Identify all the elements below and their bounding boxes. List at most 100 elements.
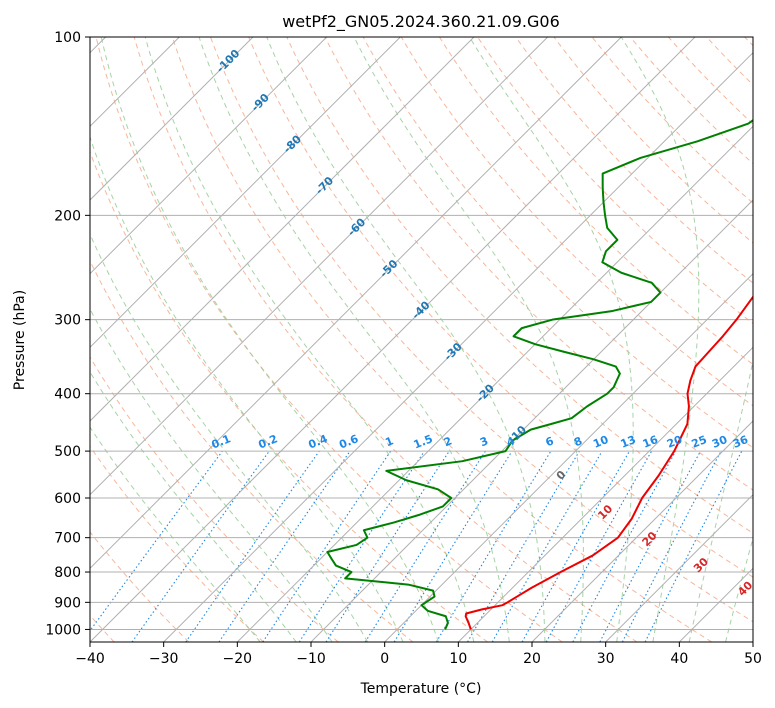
dry-adiabat-22 [668, 37, 753, 125]
x-tick-label-0: −40 [75, 651, 105, 667]
y-tick-label-6: 400 [54, 387, 81, 403]
x-axis-title: Temperature (°C) [360, 681, 482, 697]
x-tick-label-5: 10 [449, 651, 467, 667]
dry-adiabat-3 [90, 445, 264, 642]
dewpoint-line [326, 119, 753, 630]
x-tick-label-1: −30 [149, 651, 179, 667]
y-tick-label-4: 600 [54, 491, 81, 507]
isotherm-20 [678, 567, 753, 642]
mixing-ratio-line-10 [467, 450, 580, 642]
isotherm-11 [90, 37, 622, 570]
x-axis: −40 −30 −20 −10 0 10 20 30 40 50 [75, 642, 762, 667]
moist-adiabat-label-4: 40 [735, 579, 755, 599]
y-tick-label-9: 100 [54, 30, 81, 46]
mixing-ratio-line-2 [185, 450, 320, 642]
x-tick-label-2: −20 [223, 651, 253, 667]
mixing-ratio-line-4 [262, 450, 392, 642]
mixing-ratio-label-7: 3 [478, 434, 490, 449]
dry-adiabat-19 [553, 37, 753, 244]
y-tick-label-7: 300 [54, 313, 81, 329]
isotherm-6 [90, 37, 254, 201]
isotherm-17 [457, 346, 753, 642]
x-tick-label-8: 40 [670, 651, 688, 667]
isotherm-9 [90, 37, 475, 422]
moist-adiabat-10 [469, 37, 634, 642]
mixing-ratio-label-0: 0.1 [210, 432, 233, 451]
mixing-ratio-label-11: 10 [591, 433, 610, 451]
series-lines [326, 119, 753, 630]
chart-title: wetPf2_GN05.2024.360.21.09.G06 [282, 12, 560, 32]
isotherm-14 [236, 125, 753, 642]
moist-adiabat-3 [90, 233, 369, 642]
mixing-ratio-label-2: 0.4 [306, 432, 329, 451]
y-tick-label-8: 200 [54, 208, 81, 224]
dry-adiabat-23 [706, 37, 753, 86]
isotherm-15 [310, 199, 753, 642]
mixing-ratio-line-12 [521, 450, 630, 642]
dry-adiabat-20 [591, 37, 753, 204]
y-tick-label-2: 800 [54, 565, 81, 581]
dry-adiabat-12 [286, 37, 753, 534]
mixing-ratio-line-3 [218, 450, 351, 642]
y-axis: 1000 900 800 700 600 500 400 300 200 100 [45, 30, 90, 638]
mixing-ratio-label-17: 36 [731, 433, 750, 451]
dry-adiabat-4 [90, 356, 339, 642]
mixing-ratio-line-7 [364, 450, 486, 642]
grid-lines [90, 37, 753, 642]
moist-adiabat-2 [90, 308, 333, 642]
moist-adiabat-1 [90, 370, 297, 642]
mixing-ratio-line-11 [491, 450, 603, 642]
isotherm-16 [384, 272, 753, 642]
y-tick-label-0: 1000 [45, 622, 81, 638]
mixing-ratio-label-16: 30 [710, 433, 729, 451]
moist-adiabat-label-0: 0 [554, 468, 569, 483]
isotherm-10 [90, 37, 549, 496]
isotherm-8 [90, 37, 401, 349]
moist-adiabat-5 [100, 37, 439, 642]
mixing-ratio-line-1 [131, 450, 270, 642]
dry-adiabat-7 [95, 37, 563, 642]
mixing-ratio-label-13: 16 [641, 433, 660, 451]
dry-adiabat-13 [324, 37, 753, 491]
moist-adiabat-0 [90, 426, 261, 642]
mixing-ratio-line-14 [572, 450, 677, 642]
mixing-ratio-line-8 [393, 450, 513, 642]
mixing-ratio-label-14: 20 [665, 433, 684, 451]
mixing-ratio-label-12: 13 [619, 433, 638, 451]
x-tick-label-7: 30 [597, 651, 615, 667]
x-tick-label-4: 0 [380, 651, 389, 667]
dry-adiabat-2 [90, 531, 190, 642]
mixing-ratio-label-6: 2 [442, 434, 454, 449]
x-tick-label-6: 20 [523, 651, 541, 667]
moist-adiabat-13 [725, 536, 753, 642]
y-tick-label-1: 900 [54, 595, 81, 611]
x-tick-label-3: −10 [296, 651, 326, 667]
isotherm-12 [90, 37, 696, 642]
moist-adiabat-9 [353, 37, 584, 642]
moist-adiabat-12 [688, 358, 753, 642]
mixing-ratio-label-10: 8 [572, 434, 584, 449]
isotherm-21 [752, 641, 753, 642]
plot-frame [89, 36, 754, 643]
temperature-line [464, 295, 753, 630]
dry-adiabat-15 [400, 37, 753, 407]
mixing-ratio-line-6 [325, 450, 450, 642]
isotherm-13 [163, 51, 753, 642]
x-tick-label-9: 50 [744, 651, 762, 667]
moist-adiabat-6 [144, 37, 475, 642]
dry-adiabat-5 [90, 259, 414, 642]
isotherm-19 [605, 493, 753, 642]
dry-adiabat-8 [133, 37, 638, 642]
y-tick-label-5: 500 [54, 444, 81, 460]
isotherm-18 [531, 420, 753, 642]
isotherm-7 [90, 37, 328, 275]
y-tick-label-3: 700 [54, 531, 81, 547]
mixing-ratio-label-9: 6 [544, 434, 556, 449]
mixing-ratio-line-9 [435, 450, 552, 642]
mixing-ratio-line-0 [90, 450, 223, 632]
background-lines [90, 37, 753, 642]
moist-adiabat-4 [90, 135, 404, 642]
dry-adiabat-6 [90, 150, 488, 642]
mixing-ratio-label-4: 1 [383, 434, 395, 449]
